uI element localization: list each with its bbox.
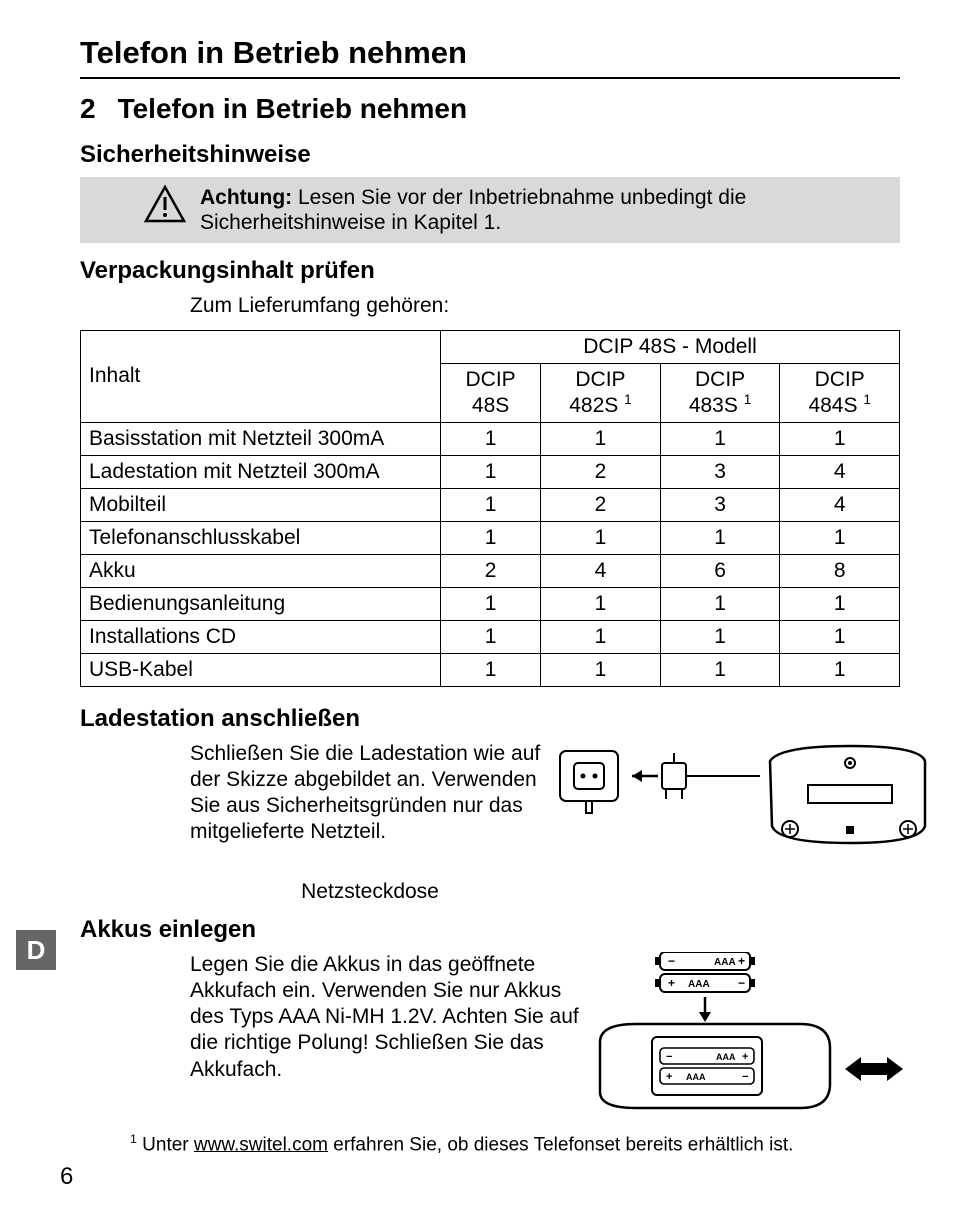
table-row: Mobilteil1234 xyxy=(81,488,900,521)
table-row: USB-Kabel1111 xyxy=(81,653,900,686)
table-col-2: DCIP 483S 1 xyxy=(660,363,780,422)
akkus-body: Legen Sie die Akkus in das geöffnete Akk… xyxy=(190,952,590,1083)
svg-text:AAA: AAA xyxy=(686,1072,706,1082)
language-tab: D xyxy=(16,930,56,970)
ladestation-body: Schließen Sie die Ladestation wie auf de… xyxy=(190,741,550,846)
table-row: Bedienungsanleitung1111 xyxy=(81,587,900,620)
table-row: Ladestation mit Netzteil 300mA1234 xyxy=(81,455,900,488)
table-col-1: DCIP 482S 1 xyxy=(541,363,661,422)
warning-bold: Achtung: xyxy=(200,186,292,209)
svg-text:AAA: AAA xyxy=(714,957,736,968)
table-row: Akku2468 xyxy=(81,554,900,587)
contents-table: Inhalt DCIP 48S - Modell DCIP 48S DCIP 4… xyxy=(80,330,900,687)
section-number: 2 xyxy=(80,93,96,124)
svg-text:−: − xyxy=(738,976,745,990)
svg-text:−: − xyxy=(666,1051,672,1063)
footnote-after: erfahren Sie, ob dieses Telefonset berei… xyxy=(328,1134,793,1155)
warning-box: Achtung: Lesen Sie vor der Inbetriebnahm… xyxy=(80,177,900,243)
warning-text: Achtung: Lesen Sie vor der Inbetriebnahm… xyxy=(200,185,888,235)
svg-text:−: − xyxy=(742,1071,748,1083)
section-title: 2 Telefon in Betrieb nehmen xyxy=(80,93,900,125)
svg-text:+: + xyxy=(666,1071,672,1083)
warning-icon xyxy=(144,185,190,228)
ladestation-heading: Ladestation anschließen xyxy=(80,705,900,733)
ladestation-diagram: Netzsteckdose xyxy=(550,741,930,904)
svg-text:AAA: AAA xyxy=(688,979,710,990)
packaging-body: Zum Lieferumfang gehören: xyxy=(190,293,900,319)
page-header-title: Telefon in Betrieb nehmen xyxy=(80,35,900,79)
akkus-diagram: − AAA + + AAA − − AAA + xyxy=(590,952,920,1117)
table-model-header: DCIP 48S - Modell xyxy=(441,330,900,363)
page-number: 6 xyxy=(60,1163,73,1191)
table-row: Installations CD1111 xyxy=(81,620,900,653)
netzsteckdose-label: Netzsteckdose xyxy=(290,880,450,904)
table-col-0: DCIP 48S xyxy=(441,363,541,422)
svg-text:+: + xyxy=(668,976,675,990)
footnote-link[interactable]: www.switel.com xyxy=(194,1134,328,1155)
footnote-sup: 1 xyxy=(130,1132,137,1146)
footnote: 1 Unter www.switel.com erfahren Sie, ob … xyxy=(130,1132,793,1156)
svg-text:+: + xyxy=(742,1051,748,1063)
akkus-heading: Akkus einlegen xyxy=(80,916,900,944)
svg-text:−: − xyxy=(668,954,675,968)
svg-text:+: + xyxy=(738,954,745,968)
packaging-heading: Verpackungsinhalt prüfen xyxy=(80,257,900,285)
svg-text:AAA: AAA xyxy=(716,1052,736,1062)
table-inhalt-header: Inhalt xyxy=(81,330,441,422)
table-row: Telefonanschlusskabel1111 xyxy=(81,521,900,554)
footnote-before: Unter xyxy=(137,1134,194,1155)
safety-heading: Sicherheitshinweise xyxy=(80,141,900,169)
table-col-3: DCIP 484S 1 xyxy=(780,363,900,422)
section-title-text: Telefon in Betrieb nehmen xyxy=(118,93,468,124)
table-row: Basisstation mit Netzteil 300mA1111 xyxy=(81,422,900,455)
